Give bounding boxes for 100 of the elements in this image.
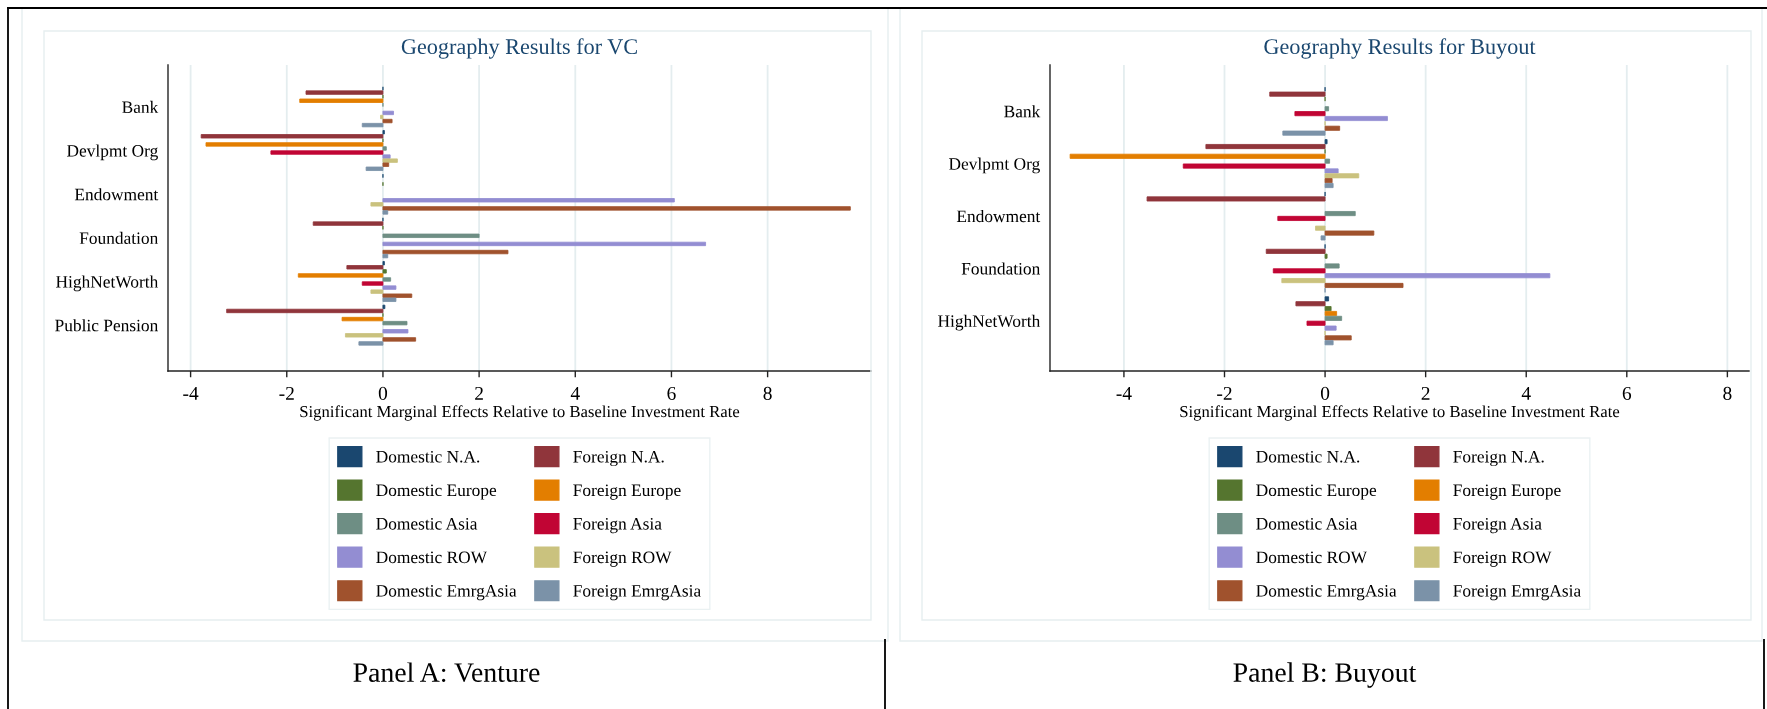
bar	[382, 210, 389, 215]
y-tick-label: Endowment	[74, 188, 159, 201]
x-tick-label: 0	[378, 386, 388, 400]
y-tick-label: HighNetWorth	[938, 314, 1041, 331]
bar	[382, 241, 707, 247]
bar	[361, 122, 384, 128]
bar	[1324, 340, 1334, 346]
bar	[382, 249, 509, 255]
bar	[1182, 163, 1326, 169]
bar	[382, 154, 391, 159]
y-tick-label: Devlpmt Org	[948, 157, 1040, 174]
bar	[382, 253, 389, 259]
bar	[1272, 268, 1326, 274]
bar	[1324, 115, 1388, 122]
bar	[382, 269, 387, 274]
bar	[382, 337, 417, 342]
y-tick-label: Devlpmt Org	[66, 144, 158, 161]
bar	[1324, 183, 1334, 189]
bar	[382, 198, 675, 203]
bar	[1069, 153, 1326, 159]
legend-label: Foreign Europe	[573, 484, 681, 500]
legend-label: Foreign ROW	[1453, 551, 1552, 567]
bar	[1324, 282, 1404, 288]
x-axis-title: Significant Marginal Effects Relative to Baseline Investment Rate	[1180, 405, 1620, 421]
bar	[305, 90, 384, 95]
bar	[1324, 139, 1328, 145]
legend-label: Domestic Europe	[376, 484, 497, 500]
bar	[1269, 91, 1326, 97]
bar	[205, 142, 384, 147]
bar	[1324, 178, 1333, 184]
bar	[382, 293, 413, 298]
legend-label: Domestic Asia	[1256, 517, 1358, 530]
bar	[361, 281, 384, 286]
bar	[1320, 235, 1326, 241]
legend-label: Domestic Europe	[1256, 484, 1377, 500]
bar	[297, 273, 384, 278]
bar	[1324, 296, 1330, 302]
legend-label: Foreign Asia	[573, 517, 662, 534]
bar	[382, 329, 409, 334]
bar	[365, 166, 384, 171]
bar	[1282, 130, 1326, 136]
y-tick-label: Public Pension	[55, 319, 159, 332]
legend-label: Domestic EmrgAsia	[376, 585, 517, 601]
y-tick-label: Foundation	[79, 231, 159, 245]
bar	[1324, 263, 1340, 269]
bar	[1281, 278, 1326, 284]
bar	[1295, 301, 1326, 307]
bar	[200, 134, 384, 139]
bar	[345, 333, 384, 338]
bar	[1324, 315, 1343, 321]
bar	[370, 202, 384, 207]
bar	[382, 158, 398, 163]
x-tick-label: 6	[1622, 386, 1632, 400]
bar	[1324, 335, 1352, 341]
bar	[382, 285, 397, 290]
bar	[1324, 273, 1551, 279]
bar	[370, 289, 384, 294]
bar	[382, 297, 397, 302]
x-tick-label: -2	[279, 386, 294, 400]
legend-label: Domestic Asia	[376, 517, 478, 530]
bar	[1324, 310, 1338, 317]
x-tick-label: 8	[763, 386, 772, 400]
x-tick-label: 2	[1421, 386, 1430, 400]
x-axis-title: Significant Marginal Effects Relative to Baseline Investment Rate	[300, 405, 740, 421]
x-tick-label: 4	[570, 386, 580, 400]
bar	[1324, 211, 1356, 217]
legend-label: Foreign Europe	[1453, 484, 1561, 500]
bar	[1324, 306, 1332, 312]
legend-label: Foreign N.A.	[573, 450, 664, 467]
legend-label: Foreign Asia	[1453, 517, 1542, 534]
bar	[380, 114, 384, 120]
legend-label: Foreign N.A.	[1453, 450, 1544, 467]
bar	[1324, 230, 1375, 236]
x-tick-label: 4	[1521, 386, 1531, 400]
legend-label: Foreign EmrgAsia	[573, 585, 701, 601]
chart-title: Geography Results for VC	[401, 38, 637, 59]
bar	[1265, 248, 1326, 254]
chart-title: Geography Results for Buyout	[1264, 38, 1536, 59]
bar	[299, 98, 384, 103]
legend-label: Domestic ROW	[1256, 551, 1368, 564]
legend-label: Domestic N.A.	[376, 450, 480, 463]
x-tick-label: 8	[1723, 386, 1732, 400]
y-tick-label: Endowment	[956, 209, 1041, 223]
y-tick-label: HighNetWorth	[56, 275, 159, 292]
bar	[226, 308, 384, 314]
bar	[312, 221, 384, 226]
text: Panel A: Venture	[353, 662, 540, 683]
bar	[1324, 173, 1360, 179]
legend-label: Domestic EmrgAsia	[1256, 585, 1397, 601]
x-tick-label: 6	[667, 386, 676, 400]
legend-label: Domestic ROW	[376, 551, 488, 564]
bar	[382, 118, 393, 124]
x-tick-label: 2	[475, 386, 483, 400]
bar	[358, 341, 384, 346]
bar	[1146, 196, 1326, 202]
bar	[382, 110, 394, 116]
legend-label: Foreign ROW	[573, 551, 672, 567]
legend-label: Foreign EmrgAsia	[1453, 585, 1581, 601]
y-tick-label: Bank	[1004, 105, 1041, 118]
y-tick-label: Foundation	[961, 262, 1041, 275]
